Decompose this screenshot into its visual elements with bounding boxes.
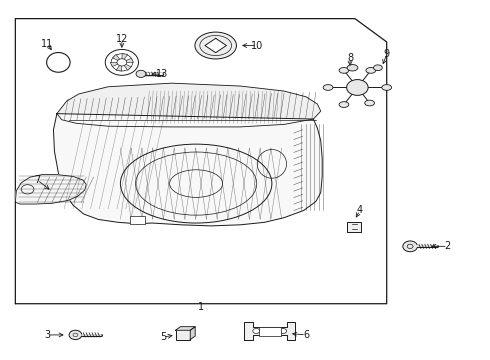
Text: 2: 2	[444, 241, 451, 251]
Polygon shape	[175, 327, 195, 330]
Text: 12: 12	[116, 35, 128, 44]
FancyBboxPatch shape	[130, 216, 145, 224]
Polygon shape	[122, 54, 128, 62]
Text: 5: 5	[160, 332, 167, 342]
FancyBboxPatch shape	[175, 330, 190, 339]
Polygon shape	[122, 58, 134, 62]
Polygon shape	[15, 175, 86, 204]
Polygon shape	[57, 83, 321, 127]
Ellipse shape	[365, 100, 374, 106]
Ellipse shape	[373, 65, 382, 71]
Polygon shape	[116, 62, 122, 71]
Circle shape	[346, 80, 368, 95]
Ellipse shape	[347, 64, 358, 71]
Polygon shape	[110, 62, 122, 67]
Polygon shape	[190, 327, 195, 339]
Ellipse shape	[195, 32, 237, 59]
Text: 4: 4	[357, 206, 363, 216]
Text: 1: 1	[198, 302, 204, 312]
Text: 13: 13	[156, 69, 168, 79]
Ellipse shape	[339, 68, 349, 73]
Circle shape	[280, 328, 287, 333]
Text: 8: 8	[347, 53, 353, 63]
Ellipse shape	[339, 102, 349, 107]
FancyBboxPatch shape	[346, 222, 361, 231]
Text: 11: 11	[41, 39, 53, 49]
Ellipse shape	[382, 85, 392, 90]
Text: 7: 7	[34, 175, 41, 185]
Text: 9: 9	[384, 49, 390, 59]
Text: 6: 6	[303, 330, 309, 340]
Ellipse shape	[323, 85, 333, 90]
Polygon shape	[53, 114, 322, 226]
Circle shape	[136, 70, 146, 77]
Polygon shape	[122, 62, 131, 71]
Circle shape	[253, 328, 260, 333]
Polygon shape	[244, 322, 295, 339]
Polygon shape	[205, 39, 226, 53]
Circle shape	[403, 241, 417, 252]
Text: 3: 3	[44, 330, 50, 340]
FancyBboxPatch shape	[259, 327, 281, 336]
Ellipse shape	[366, 68, 376, 73]
Circle shape	[117, 59, 127, 66]
Polygon shape	[113, 54, 122, 62]
Circle shape	[69, 330, 82, 339]
Text: 10: 10	[251, 41, 263, 50]
